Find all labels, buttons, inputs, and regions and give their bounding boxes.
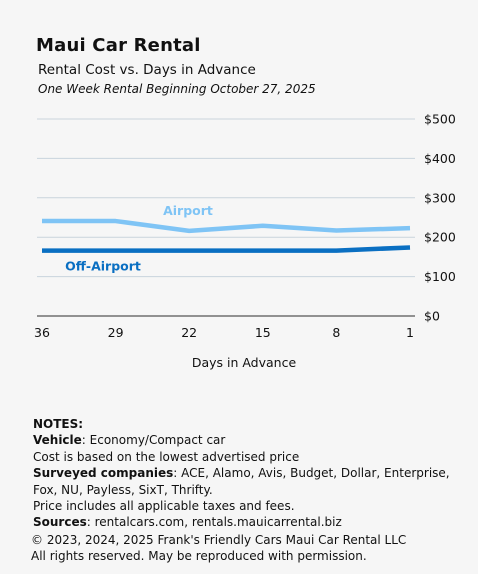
- surveyed-label: Surveyed companies: [33, 466, 174, 481]
- x-tick-label: 36: [34, 325, 50, 340]
- chart-title: Maui Car Rental: [36, 35, 201, 56]
- x-tick-label: 1: [406, 325, 414, 340]
- notes-section: NOTES: Vehicle: Economy/Compact car Cost…: [33, 416, 463, 531]
- vehicle-value: : Economy/Compact car: [81, 433, 226, 448]
- notes-sources: Sources: rentalcars.com, rentals.mauicar…: [33, 514, 463, 530]
- notes-cost-basis: Cost is based on the lowest advertised p…: [33, 449, 300, 464]
- series-line-airport: [42, 218, 411, 234]
- x-tick-label: 22: [181, 325, 197, 340]
- copyright-text: © 2023, 2024, 2025 Frank's Friendly Cars…: [31, 533, 407, 547]
- y-tick-label: $100: [424, 269, 456, 284]
- vehicle-label: Vehicle: [33, 433, 82, 448]
- notes-surveyed: Surveyed companies: ACE, Alamo, Avis, Bu…: [33, 465, 463, 498]
- chart-subtitle-2: One Week Rental Beginning October 27, 20…: [38, 82, 316, 96]
- notes-taxes: Price includes all applicable taxes and …: [33, 499, 295, 514]
- line-chart: $0 $100 $200 $300 $400 $500 36 29 22 15 8 1 Days in …: [34, 112, 456, 371]
- sources-value: : rentalcars.com, rentals.mauicarrental.…: [86, 515, 342, 530]
- x-tick-label: 29: [108, 325, 124, 340]
- series-line-off-airport: [42, 245, 411, 253]
- notes-heading: NOTES:: [33, 417, 84, 431]
- y-tick-label: $500: [424, 112, 456, 127]
- notes-vehicle: Vehicle: Economy/Compact car: [33, 432, 463, 448]
- x-tick-label: 15: [255, 325, 271, 340]
- series-label-airport: Airport: [163, 203, 213, 218]
- y-tick-label: $300: [424, 190, 456, 205]
- rights-text: All rights reserved. May be reproduced w…: [31, 549, 367, 564]
- y-tick-label: $200: [424, 230, 456, 245]
- y-tick-label: $0: [424, 309, 440, 324]
- series-label-off-airport: Off-Airport: [65, 259, 141, 274]
- sources-label: Sources: [33, 515, 87, 530]
- x-tick-label: 8: [332, 325, 340, 340]
- footer: © 2023, 2024, 2025 Frank's Friendly Cars…: [31, 532, 471, 565]
- chart-subtitle: Rental Cost vs. Days in Advance: [38, 62, 256, 78]
- x-axis-label: Days in Advance: [192, 355, 297, 370]
- surveyed-value: : ACE, Alamo, Avis, Budget, Dollar, Ente…: [33, 466, 450, 497]
- y-tick-label: $400: [424, 151, 456, 166]
